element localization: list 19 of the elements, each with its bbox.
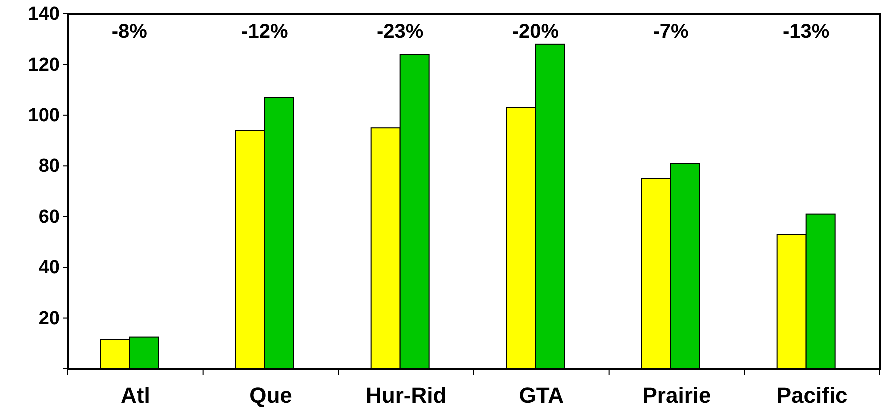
x-tick-label: Que	[250, 382, 292, 408]
annotation: -12%	[242, 21, 289, 43]
annotation: -8%	[112, 21, 148, 43]
y-tick-label: 20	[38, 308, 60, 330]
y-tick-label: 80	[38, 156, 60, 178]
y-tick-label: 120	[28, 54, 60, 76]
x-tick-label: GTA	[519, 382, 564, 408]
annotation: -7%	[653, 21, 689, 43]
y-tick-label: 100	[28, 106, 60, 127]
annotation: -13%	[782, 21, 830, 43]
annotation: -20%	[512, 21, 560, 43]
y-tick-label: 40	[38, 258, 60, 279]
x-tick-label: Hur-Rid	[366, 382, 447, 408]
x-tick-label: Atl	[121, 382, 150, 408]
y-tick-label: 60	[38, 206, 60, 228]
x-tick-label: Pacific	[776, 382, 848, 408]
y-tick-label: 140	[28, 4, 60, 26]
annotation: -23%	[376, 21, 424, 43]
x-tick-label: Prairie	[642, 382, 712, 408]
